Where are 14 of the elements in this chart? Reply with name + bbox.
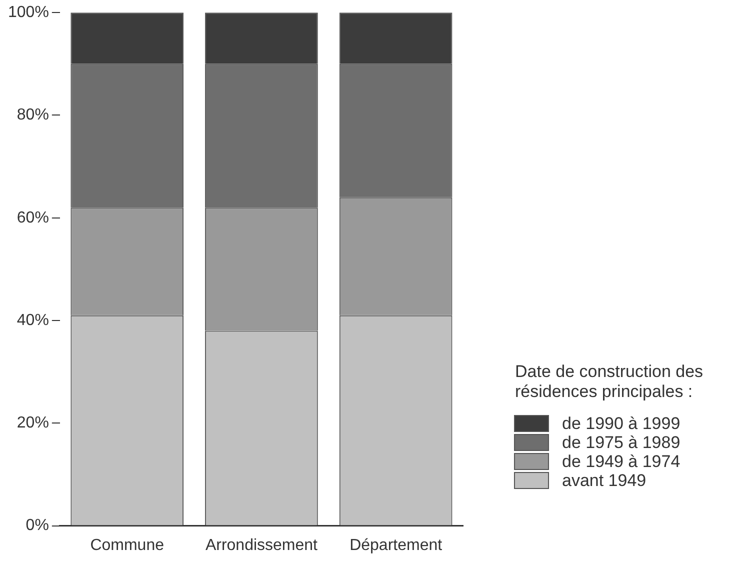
- y-tick-label: 40%: [16, 312, 49, 329]
- x-tick-label: Département: [350, 536, 443, 554]
- legend-label: avant 1949: [562, 470, 646, 490]
- legend-label: de 1990 à 1999: [562, 414, 680, 434]
- y-tick-label: 0%: [26, 517, 49, 534]
- legend-title: Date de construction des résidences principales :: [515, 362, 704, 402]
- legend-label: de 1949 à 1974: [562, 452, 680, 472]
- x-tick-label: Arrondissement: [205, 536, 318, 554]
- y-tick-label: 20%: [16, 414, 49, 432]
- y-tick-label: 100%: [8, 4, 49, 22]
- legend-label: de 1975 à 1989: [562, 432, 680, 452]
- y-tick-label: 80%: [16, 106, 49, 124]
- x-tick-label: Commune: [90, 536, 164, 554]
- y-tick-label: 60%: [16, 209, 49, 226]
